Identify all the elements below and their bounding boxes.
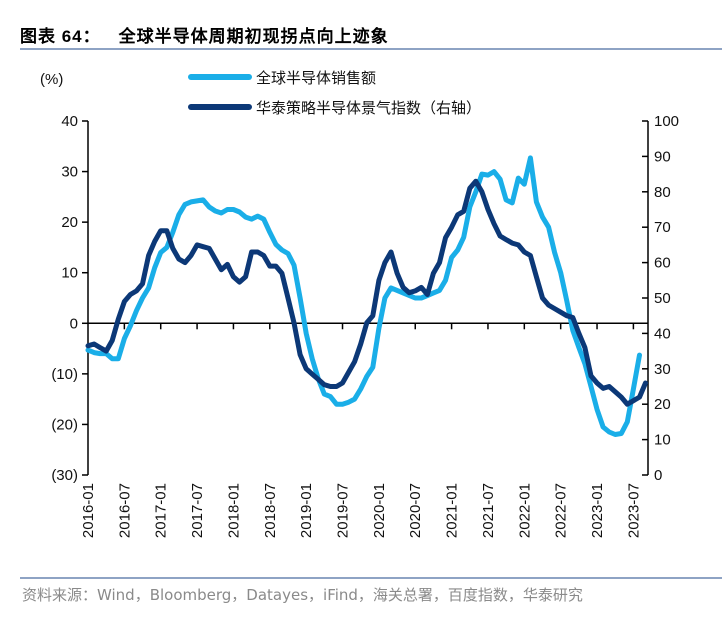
legend-label-index: 华泰策略半导体景气指数（右轴） [256, 99, 481, 117]
y-left-tick-label: (10) [51, 366, 78, 383]
x-tick-label: 2020-07 [407, 483, 424, 538]
y-right-tick-label: 50 [654, 290, 671, 307]
y-right-tick-label: 40 [654, 325, 671, 342]
y-left-tick-label: 10 [61, 265, 78, 282]
x-tick-label: 2018-07 [262, 483, 279, 538]
y-left-tick-label: 0 [70, 315, 78, 332]
y-left-tick-label: 40 [61, 113, 78, 130]
x-tick-label: 2023-07 [625, 483, 642, 538]
x-tick-label: 2019-07 [335, 483, 352, 538]
legend-label-sales: 全球半导体销售额 [256, 69, 376, 87]
figure-number: 图表 64： [20, 27, 101, 46]
x-tick-label: 2021-01 [444, 483, 461, 538]
figure-title-text: 全球半导体周期初现拐点向上迹象 [118, 27, 389, 47]
y-right-tick-label: 10 [654, 432, 671, 449]
y-left-tick-label: 20 [61, 214, 78, 231]
y-right-tick-label: 70 [654, 219, 671, 236]
x-tick-label: 2023-01 [589, 483, 606, 538]
y-left-tick-label: (30) [51, 467, 78, 484]
y-axis-unit-label: (%) [40, 71, 63, 88]
y-right-tick-label: 20 [654, 396, 671, 413]
y-right-tick-label: 90 [654, 148, 671, 165]
x-tick-label: 2018-01 [225, 483, 242, 538]
x-tick-label: 2021-07 [480, 483, 497, 538]
x-tick-label: 2022-01 [516, 483, 533, 538]
series-line-semiconductor-index [85, 178, 648, 407]
x-tick-label: 2016-07 [116, 483, 133, 538]
y-right-tick-label: 80 [654, 184, 671, 201]
figure-title: 图表 64： 全球半导体周期初现拐点向上迹象 [20, 22, 389, 47]
x-tick-label: 2019-01 [298, 483, 315, 538]
x-tick-label: 2022-07 [553, 483, 570, 538]
footer-divider [20, 577, 722, 579]
legend: 全球半导体销售额 华泰策略半导体景气指数（右轴） [188, 69, 481, 117]
y-left-tick-label: (20) [51, 416, 78, 433]
title-divider [20, 48, 722, 50]
y-right-tick-label: 0 [654, 467, 662, 484]
y-left-tick-label: 30 [61, 164, 78, 181]
y-right-tick-label: 100 [654, 113, 679, 130]
y-right-tick-label: 30 [654, 361, 671, 378]
series-line-semiconductor-sales [85, 155, 642, 437]
x-tick-label: 2020-01 [371, 483, 388, 538]
x-tick-label: 2016-01 [80, 483, 97, 538]
source-note: 资料来源：Wind，Bloomberg，Datayes，iFind，海关总署，百… [22, 586, 583, 604]
x-tick-label: 2017-07 [189, 483, 206, 538]
y-right-tick-label: 60 [654, 255, 671, 272]
x-tick-label: 2017-01 [153, 483, 170, 538]
